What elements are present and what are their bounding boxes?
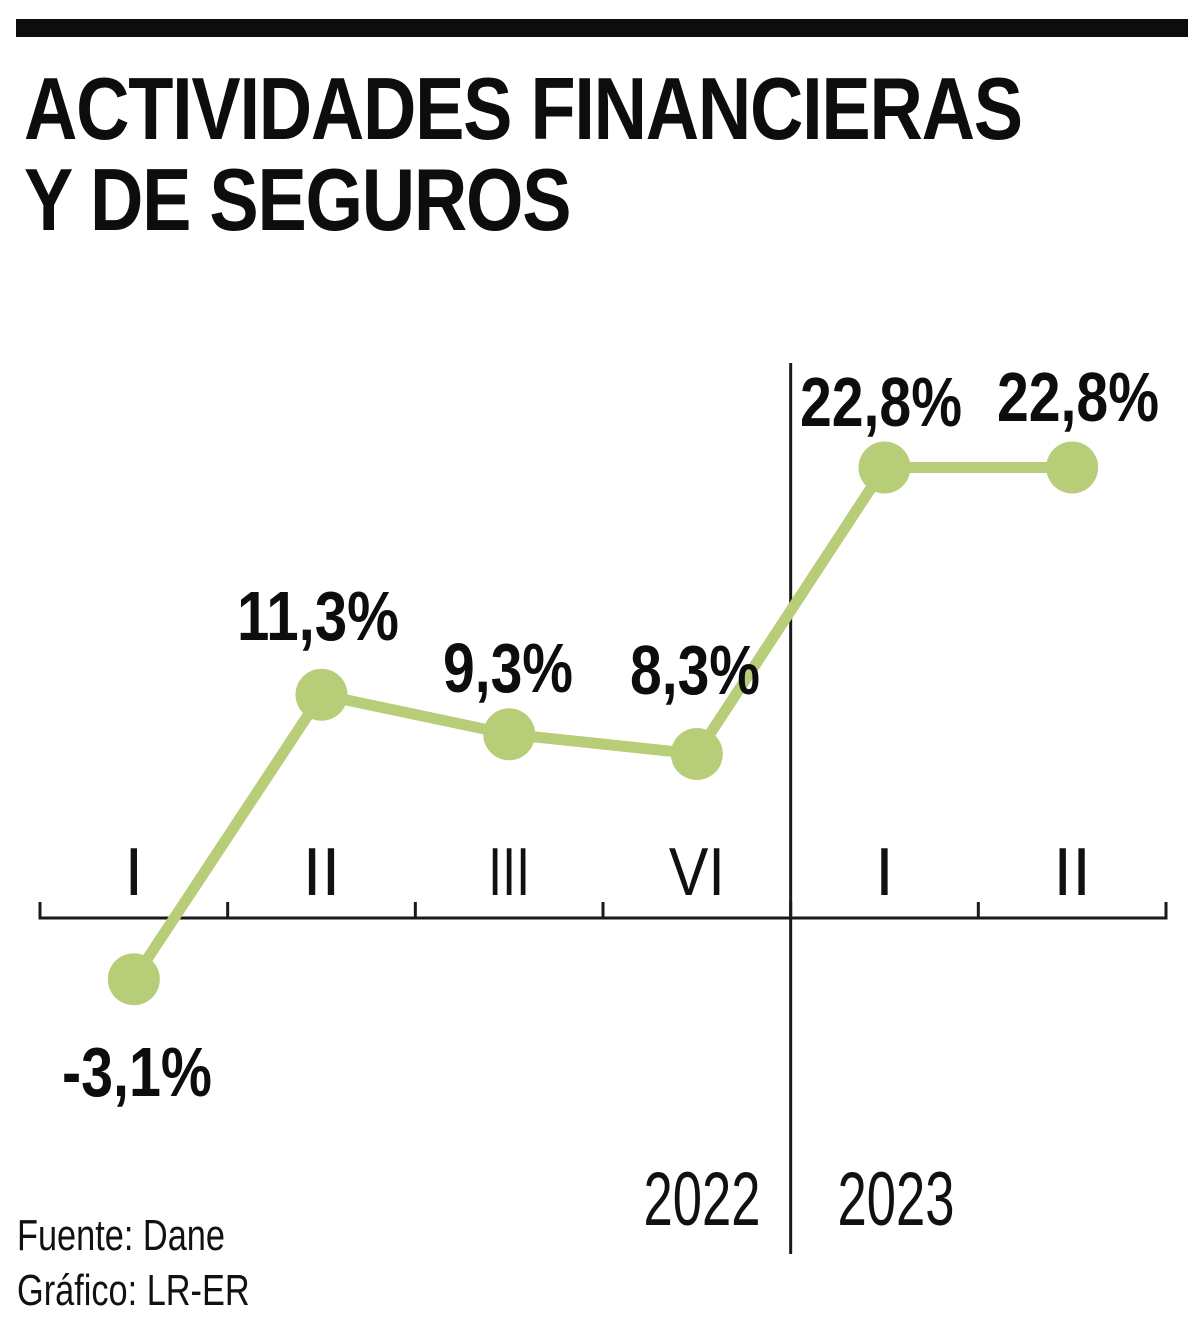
category-label: VI (669, 834, 725, 910)
chart-title-line1: ACTIVIDADES FINANCIERAS (24, 59, 1023, 158)
data-point (1046, 441, 1099, 494)
data-point (670, 727, 723, 780)
category-label: III (488, 834, 530, 910)
chart-title: ACTIVIDADES FINANCIERAS Y DE SEGUROS (24, 59, 1023, 249)
credit-label: Gráfico: LR-ER (17, 1266, 250, 1315)
category-label: II (1053, 834, 1091, 910)
chart-title-line2: Y DE SEGUROS (24, 149, 572, 249)
value-label: 22,8% (800, 363, 962, 441)
data-point (858, 441, 911, 494)
value-label: 11,3% (237, 577, 399, 655)
category-label: II (303, 834, 341, 910)
data-point (107, 953, 160, 1006)
chart-footer: Fuente: Dane Gráfico: LR-ER (17, 1208, 250, 1318)
year-label: 2022 (644, 1157, 761, 1242)
data-point (295, 668, 348, 721)
category-label: I (124, 834, 143, 910)
top-accent-bar (16, 19, 1188, 37)
data-line (129, 461, 1073, 983)
value-label: 8,3% (630, 631, 760, 709)
year-label: 2023 (838, 1157, 955, 1242)
value-label: 22,8% (997, 358, 1159, 436)
category-label: I (875, 834, 894, 910)
data-point (483, 708, 536, 761)
value-label: -3,1% (62, 1033, 212, 1111)
source-label: Fuente: Dane (17, 1211, 225, 1260)
value-label: 9,3% (443, 629, 573, 707)
